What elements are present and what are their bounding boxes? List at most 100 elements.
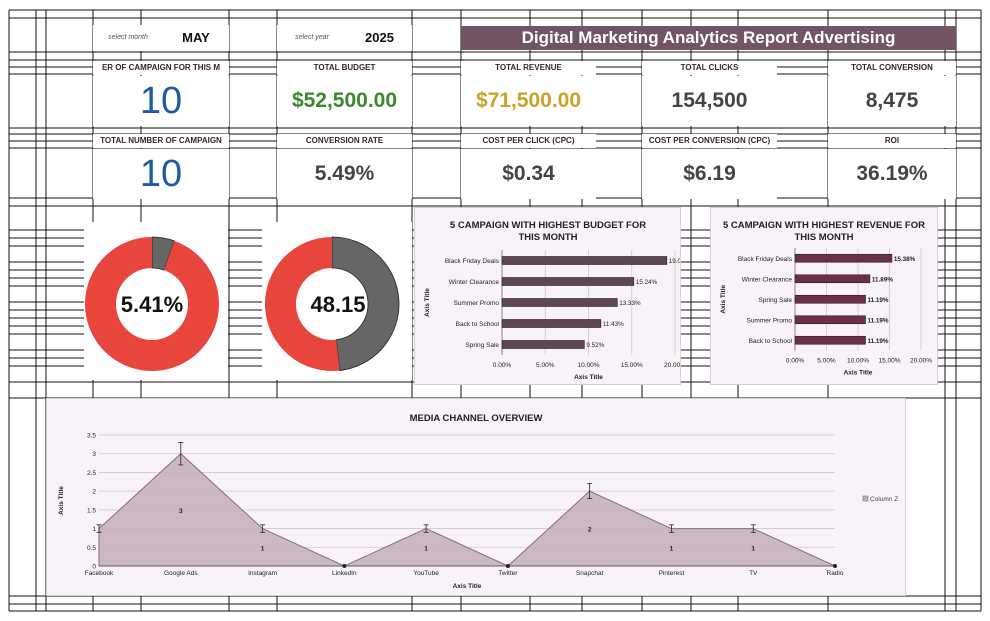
bar-data-label: 11.43% xyxy=(603,321,624,328)
y-tick-label: 2 xyxy=(92,489,96,496)
bar-data-label: 11.19% xyxy=(867,297,888,304)
x-tick-label: 0.00% xyxy=(786,358,805,365)
chart-title: MEDIA CHANNEL OVERVIEW xyxy=(410,413,543,424)
bar xyxy=(501,319,602,328)
x-tick-label: Snapchat xyxy=(576,570,604,577)
kpi-value: 10 xyxy=(93,76,229,126)
x-tick-label: Radio xyxy=(827,570,844,577)
kpi-value: $0.34 xyxy=(461,149,596,199)
y-axis-title: Axis Title xyxy=(58,486,65,515)
kpi-value: $52,500.00 xyxy=(277,76,412,126)
x-tick-label: LinkedIn xyxy=(332,570,357,577)
x-tick-label: Google Ads xyxy=(164,570,198,577)
kpi-label: COST PER CONVERSION (CPC) xyxy=(642,134,777,148)
x-tick-label: 0.00% xyxy=(493,362,512,369)
bar-data-label: 19.05% xyxy=(669,258,680,265)
kpi-value: $6.19 xyxy=(642,149,777,199)
kpi-label: ER OF CAMPAIGN FOR THIS M xyxy=(93,61,229,75)
area-data-label: 1 xyxy=(751,545,755,552)
y-tick-label: 0 xyxy=(92,564,96,571)
kpi-value: 8,475 xyxy=(828,76,956,126)
donut-center-label: 5.41% xyxy=(121,292,183,317)
data-point xyxy=(342,564,347,568)
category-label: Black Friday Deals xyxy=(738,256,793,263)
kpi-label: ROI xyxy=(828,134,956,148)
media-channel-area-chart: MEDIA CHANNEL OVERVIEW 0 0.5 1 1.5 2 2.5 3 3.5 Fa… xyxy=(58,413,898,590)
bar xyxy=(794,335,866,345)
bar xyxy=(501,340,585,349)
x-tick-label: TV xyxy=(749,570,758,577)
x-tick-label: 15.00% xyxy=(878,358,900,365)
category-label: Winter Clearance xyxy=(742,276,793,283)
kpi-label: CONVERSION RATE xyxy=(277,134,412,148)
bar-data-label: 9.52% xyxy=(586,342,604,349)
budget-bar-chart-panel: 5 CAMPAIGN WITH HIGHEST BUDGET FOR THIS M… xyxy=(414,207,691,385)
year-selector[interactable]: select year 2025 xyxy=(277,25,412,51)
donut-center-label: 48.15 xyxy=(310,292,365,317)
revenue-bar-chart: 5 CAMPAIGN WITH HIGHEST REVENUE FOR THIS … xyxy=(720,220,932,377)
area-data-label: 3 xyxy=(179,508,183,515)
kpi-label: COST PER CLICK (CPC) xyxy=(461,134,596,148)
kpi-label: TOTAL CLICKS xyxy=(642,61,777,75)
area-data-label: 1 xyxy=(670,545,674,552)
x-tick-label: YouTube xyxy=(413,570,439,577)
donut-chart-1: 5.41% xyxy=(84,236,219,371)
revenue-bar-chart-panel: 5 CAMPAIGN WITH HIGHEST REVENUE FOR THIS … xyxy=(710,207,938,385)
y-axis-title: Axis Title xyxy=(720,284,727,313)
bar-data-label: 11.89% xyxy=(872,276,893,283)
donut-slice-value xyxy=(331,236,400,371)
x-tick-label: Twitter xyxy=(498,570,518,577)
category-label: Back to School xyxy=(456,321,500,328)
y-axis-title: Axis Title xyxy=(424,288,431,317)
month-selector-value[interactable]: MAY xyxy=(182,30,210,45)
legend-swatch xyxy=(862,495,869,502)
month-selector[interactable]: select month MAY xyxy=(93,25,229,51)
category-label: Spring Sale xyxy=(465,342,499,349)
bar xyxy=(501,298,618,307)
donut-slice-remainder xyxy=(84,237,219,371)
bar-data-label: 15.38% xyxy=(894,256,916,263)
chart-title: 5 CAMPAIGN WITH HIGHEST REVENUE FOR THIS … xyxy=(723,220,925,243)
budget-bar-chart: 5 CAMPAIGN WITH HIGHEST BUDGET FOR THIS M… xyxy=(424,220,691,381)
donut-chart-panel-2: 48.15 xyxy=(262,222,412,380)
kpi-value: 10 xyxy=(93,149,229,199)
area-series xyxy=(98,453,836,567)
data-point xyxy=(833,564,837,568)
x-tick-label: Instagram xyxy=(248,570,277,577)
area-data-label: 2 xyxy=(588,527,592,534)
bar xyxy=(501,256,668,265)
y-tick-label: 1.5 xyxy=(87,507,96,514)
y-tick-label: 0.5 xyxy=(87,545,96,552)
bar xyxy=(794,294,866,304)
kpi-value: 154,500 xyxy=(642,76,777,126)
category-label: Black Friday Deals xyxy=(445,258,500,265)
year-selector-value[interactable]: 2025 xyxy=(365,30,394,45)
area-data-label: 1 xyxy=(261,545,265,552)
category-label: Winter Clearance xyxy=(449,279,500,286)
y-tick-label: 2.5 xyxy=(87,470,96,477)
donut-chart-panel-1: 5.41% xyxy=(84,222,228,380)
bar-data-label: 11.19% xyxy=(867,317,888,324)
x-tick-label: 20.00% xyxy=(910,358,932,365)
donut-slice-remainder xyxy=(265,237,340,371)
category-label: Spring Sale xyxy=(758,297,792,304)
x-tick-label: Facebook xyxy=(85,570,114,577)
y-tick-label: 1 xyxy=(92,526,96,533)
data-point xyxy=(505,564,510,568)
category-label: Back to School xyxy=(749,338,793,345)
legend-label: Column Z xyxy=(870,496,898,503)
x-tick-label: Pinterest xyxy=(659,570,685,577)
x-tick-label: 5.00% xyxy=(817,358,836,365)
kpi-label: TOTAL BUDGET xyxy=(277,61,412,75)
category-label: Summer Promo xyxy=(746,317,792,324)
chart-title: 5 CAMPAIGN WITH HIGHEST BUDGET FOR THIS M… xyxy=(450,220,646,243)
x-tick-label: 10.00% xyxy=(577,362,599,369)
kpi-label: TOTAL NUMBER OF CAMPAIGN xyxy=(93,134,229,148)
x-axis-title: Axis Title xyxy=(574,374,603,381)
kpi-value: 36.19% xyxy=(828,149,956,199)
year-selector-label: select year xyxy=(295,34,329,41)
bar xyxy=(794,315,866,325)
x-tick-label: 20.00% xyxy=(664,362,680,369)
y-tick-label: 3.5 xyxy=(87,433,96,440)
y-tick-label: 3 xyxy=(92,451,96,458)
